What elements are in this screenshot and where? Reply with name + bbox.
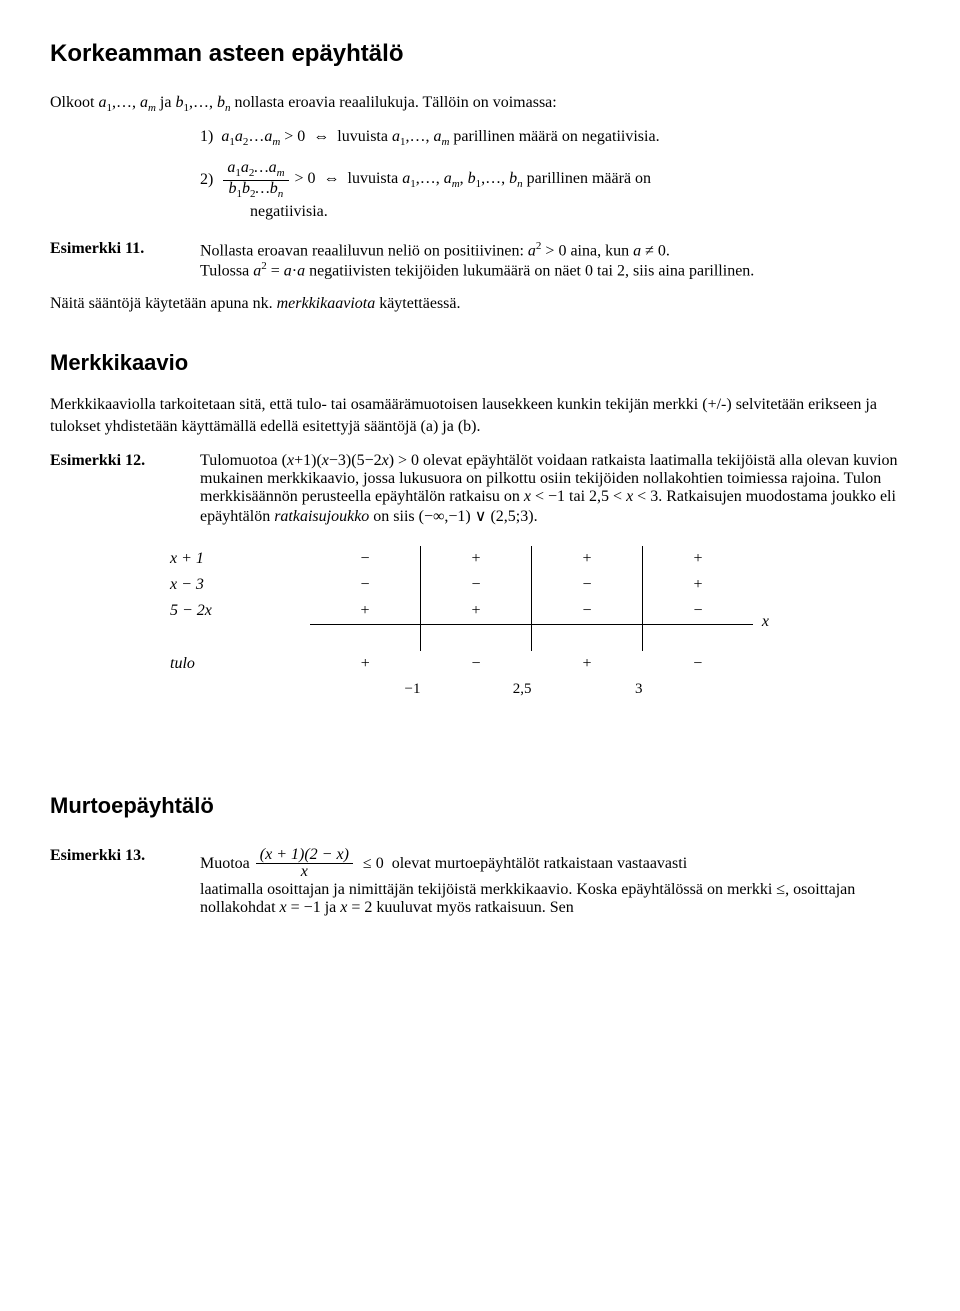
example-11-label: Esimerkki 11. bbox=[50, 240, 200, 258]
tick: 2,5 bbox=[421, 677, 532, 703]
section-murtoepayhtalo: Murtoepäyhtälö bbox=[50, 793, 910, 819]
apuna-tail: käytettäessä. bbox=[375, 295, 460, 312]
section-merkkikaavio: Merkkikaavio bbox=[50, 350, 910, 376]
tick: −1 bbox=[310, 677, 421, 703]
table-row: 5 − 2x ++−− bbox=[170, 598, 753, 625]
intro-text: Olkoot a1,…, am ja b1,…, bn nollasta ero… bbox=[50, 92, 910, 116]
axis-row: x bbox=[170, 624, 753, 651]
apuna-ital: merkkikaaviota bbox=[277, 295, 376, 312]
rule-2b: negatiivisia. bbox=[250, 201, 910, 223]
table-row: x − 3 −−−+ bbox=[170, 572, 753, 598]
example-12-label: Esimerkki 12. bbox=[50, 452, 200, 470]
tick-row: −1 2,5 3 bbox=[170, 677, 753, 703]
ex12-ital: ratkaisujoukko bbox=[274, 508, 369, 525]
table-row: x + 1 −+++ bbox=[170, 546, 753, 572]
ex13-fraction: (x + 1)(2 − x) x bbox=[256, 847, 353, 882]
tulo-label: tulo bbox=[170, 651, 310, 677]
page-title: Korkeamman asteen epäyhtälö bbox=[50, 40, 910, 68]
example-13-label: Esimerkki 13. bbox=[50, 847, 200, 865]
table-row-tulo: tulo +−+− bbox=[170, 651, 753, 677]
sign-chart: x + 1 −+++ x − 3 −−−+ 5 − 2x ++−− x tulo… bbox=[170, 546, 910, 703]
x-axis-label: x bbox=[762, 613, 769, 631]
rule2-fraction: a1a2…am b1b2…bn bbox=[223, 160, 288, 200]
tick: 3 bbox=[532, 677, 643, 703]
rule-1: 1) a1a2…am > 0 ⇔ luvuista a1,…, am paril… bbox=[200, 126, 910, 150]
example-12-text: Tulomuotoa (x+1)(x−3)(5−2x) > 0 olevat e… bbox=[200, 452, 910, 526]
example-13-text: Muotoa (x + 1)(2 − x) x ≤ 0 olevat murto… bbox=[200, 847, 910, 918]
apuna-pre: Näitä sääntöjä käytetään apuna nk. bbox=[50, 295, 277, 312]
intro: Olkoot a1,…, am ja b1,…, bn nollasta ero… bbox=[50, 94, 557, 111]
rule-2: 2) a1a2…am b1b2…bn > 0 ⇔ luvuista a1,…, … bbox=[200, 160, 910, 200]
merkkikaavio-para: Merkkikaaviolla tarkoitetaan sitä, että … bbox=[50, 394, 910, 437]
example-11-text: Nollasta eroavan reaaliluvun neliö on po… bbox=[200, 240, 910, 281]
apuna-text: Näitä sääntöjä käytetään apuna nk. merkk… bbox=[50, 293, 910, 315]
ex13-pre: Muotoa bbox=[200, 855, 254, 872]
